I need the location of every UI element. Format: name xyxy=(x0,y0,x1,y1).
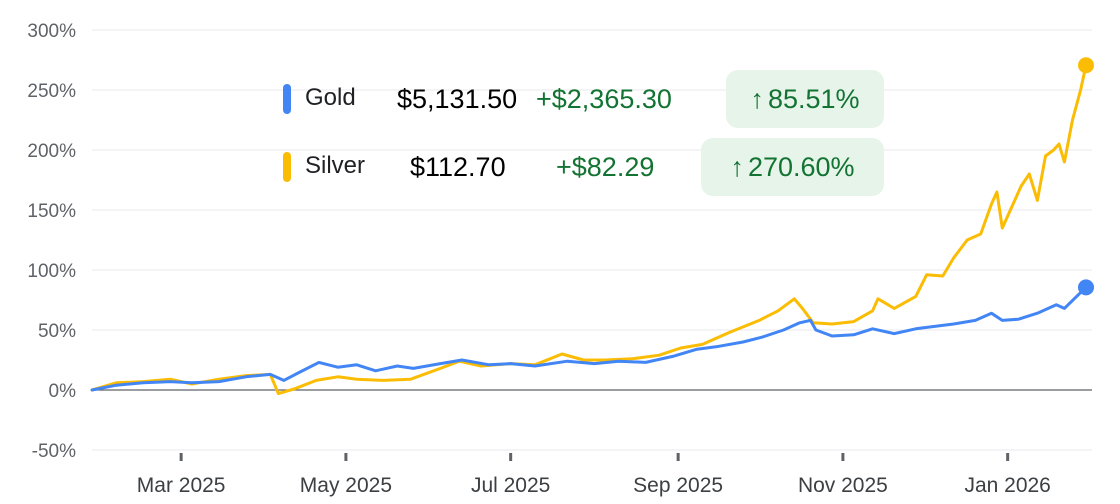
x-tick-label: Jul 2025 xyxy=(471,474,550,497)
legend-change-gold: +$2,365.30 xyxy=(536,84,672,114)
y-tick-label: -50% xyxy=(32,441,76,462)
legend-percent-silver: 270.60% xyxy=(747,151,855,182)
y-axis-ticks: 300% 250% 200% 150% 100% 50% 0% -50% xyxy=(27,21,76,462)
y-tick-label: 200% xyxy=(27,141,76,162)
legend-swatch-silver xyxy=(283,152,291,182)
y-tick-label: 50% xyxy=(38,321,76,342)
x-axis-ticks: Mar 2025 May 2025 Jul 2025 Sep 2025 Nov 2025… xyxy=(137,453,1051,497)
legend-percent-badge-silver: ↑ 270.60% xyxy=(701,138,884,196)
y-tick-label: 250% xyxy=(27,81,76,102)
series-lines xyxy=(90,57,1094,396)
y-tick-label: 300% xyxy=(27,21,76,42)
x-tick-label: Jan 2026 xyxy=(964,474,1050,497)
legend-name-gold: Gold xyxy=(305,84,356,111)
arrow-up-icon: ↑ xyxy=(750,83,764,114)
series-endpoint-gold[interactable] xyxy=(1078,279,1094,296)
y-tick-label: 150% xyxy=(27,201,76,222)
x-tick-label: Nov 2025 xyxy=(798,474,888,497)
legend-percent-gold: 85.51% xyxy=(767,83,860,114)
legend-change-silver: +$82.29 xyxy=(556,152,655,182)
x-tick-label: May 2025 xyxy=(300,474,392,497)
series-endpoint-silver[interactable] xyxy=(1078,57,1094,74)
series-line-silver xyxy=(90,63,1088,396)
x-tick-label: Sep 2025 xyxy=(633,474,723,497)
legend-price-gold: $5,131.50 xyxy=(397,84,518,114)
legend-percent-badge-gold: ↑ 85.51% xyxy=(726,70,884,128)
series-line-gold xyxy=(90,285,1088,392)
y-tick-label: 100% xyxy=(27,261,76,282)
grid-lines xyxy=(92,29,1092,451)
legend-price-silver: $112.70 xyxy=(410,152,506,182)
legend-name-silver: Silver xyxy=(305,152,366,179)
legend-swatch-gold xyxy=(283,84,291,114)
y-tick-label: 0% xyxy=(49,381,77,402)
x-tick-label: Mar 2025 xyxy=(137,474,226,497)
arrow-up-icon: ↑ xyxy=(730,151,744,182)
